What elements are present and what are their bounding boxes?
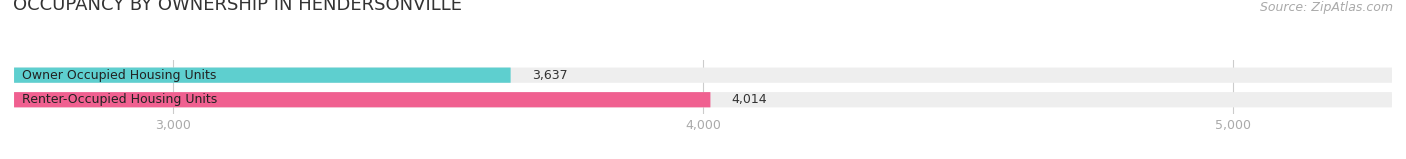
Text: Owner Occupied Housing Units: Owner Occupied Housing Units xyxy=(22,69,217,82)
Text: 3,637: 3,637 xyxy=(531,69,568,82)
FancyBboxPatch shape xyxy=(14,68,1392,83)
Text: 4,014: 4,014 xyxy=(731,93,768,106)
FancyBboxPatch shape xyxy=(14,92,1392,107)
Text: OCCUPANCY BY OWNERSHIP IN HENDERSONVILLE: OCCUPANCY BY OWNERSHIP IN HENDERSONVILLE xyxy=(13,0,461,14)
FancyBboxPatch shape xyxy=(14,92,710,107)
FancyBboxPatch shape xyxy=(14,68,510,83)
Text: Renter-Occupied Housing Units: Renter-Occupied Housing Units xyxy=(22,93,218,106)
Text: Source: ZipAtlas.com: Source: ZipAtlas.com xyxy=(1260,1,1393,14)
